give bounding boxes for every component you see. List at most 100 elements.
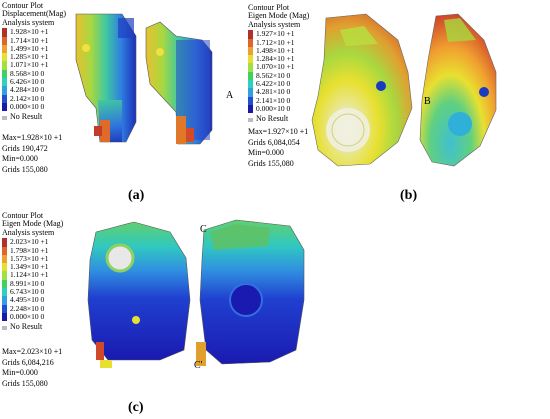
swatch: [2, 69, 7, 78]
swatch: [248, 80, 253, 89]
min-value: Min=0.000: [2, 368, 38, 378]
swatch: [2, 44, 7, 54]
scale-label: 1.349×10 +1: [10, 262, 49, 272]
swatch: [2, 86, 7, 95]
scale-label: 1.284×10 +1: [256, 54, 295, 64]
no-result-entry: No Result: [248, 114, 309, 125]
scale-label: 1.712×10 +1: [256, 37, 295, 47]
legend-title-line: Contour Plot: [248, 3, 290, 12]
legend-title-line: Displacement(Mag): [2, 9, 66, 19]
grids-min: Grids 155,080: [2, 378, 48, 388]
swatch: [248, 88, 253, 97]
panel-label-c: (c): [128, 400, 144, 415]
contour-model-a: [75, 13, 213, 145]
swatch: [2, 28, 7, 37]
panel-c: Contour Plot Eigen Mode (Mag) Analysis s…: [0, 210, 550, 419]
swatch: [2, 36, 7, 45]
marker-c-top: C: [200, 224, 207, 235]
swatch: [2, 238, 7, 247]
color-scale: 2.023×10 +1 1.798×10 +1 1.573×10 +1 1.34…: [2, 237, 63, 322]
grids-max: Grids 6,084,054: [248, 137, 300, 147]
color-scale: 1.928×10 +1 1.714×10 +1 1.499×10 +1 1.28…: [2, 27, 66, 112]
swatch: [2, 304, 7, 313]
min-value: Min=0.000: [2, 154, 38, 164]
swatch: [2, 279, 7, 288]
panel-b: Contour Plot Eigen Mode (Mag) Analysis s…: [248, 0, 550, 210]
max-value: Max=2.023×10 +1: [2, 347, 63, 357]
scale-label: 1.498×10 +1: [256, 45, 295, 55]
scale-label: 1.927×10 +1: [256, 29, 295, 39]
color-scale: 1.927×10 +1 1.712×10 +1 1.498×10 +1 1.28…: [248, 29, 309, 114]
legend-title-line: Contour Plot: [2, 1, 44, 10]
scale-label: 2.248×10 0: [10, 303, 45, 313]
scale-label: 0.000×10 0: [10, 101, 45, 111]
scale-label: 4.281×10 0: [256, 87, 291, 97]
swatch: [248, 71, 253, 80]
grids-max: Grids 190,472: [2, 143, 48, 153]
scale-label: 1.573×10 +1: [10, 253, 49, 263]
scale-label: 2.023×10 +1: [10, 237, 49, 247]
no-result-label: No Result: [256, 114, 289, 124]
scale-label: 6.426×10 0: [10, 77, 45, 86]
panel-a: Contour Plot Displacement(Mag) Analysis …: [0, 0, 270, 210]
swatch: [2, 263, 7, 272]
legend-title-line: Analysis system: [2, 227, 55, 237]
scale-label: 1.285×10 +1: [10, 52, 49, 62]
stats: Max=1.927×10 +1 Grids 6,084,054 Min=0.00…: [248, 127, 309, 169]
no-result-label: No Result: [10, 112, 43, 122]
grids-max: Grids 6,084,216: [2, 357, 54, 367]
swatch: [2, 296, 7, 305]
legend-title-line: Analysis system: [248, 19, 301, 29]
scale-label: 1.070×10 +1: [256, 62, 295, 72]
swatch: [248, 55, 253, 64]
stats: Max=1.928×10 +1 Grids 190,472 Min=0.000 …: [2, 133, 66, 175]
swatch: [2, 53, 7, 62]
swatch: [2, 254, 7, 264]
stats: Max=2.023×10 +1 Grids 6,084,216 Min=0.00…: [2, 347, 63, 389]
marker-a: A: [226, 90, 234, 101]
scale-label: 2.141×10 0: [256, 95, 291, 105]
scale-label: 2.142×10 0: [10, 93, 45, 103]
legend-title-line: Eigen Mode (Mag): [2, 219, 64, 229]
no-result-label: No Result: [10, 322, 43, 332]
scale-label: 1.124×10 +1: [10, 270, 49, 280]
scale-label: 8.562×10 0: [256, 70, 291, 80]
max-value: Max=1.928×10 +1: [2, 133, 63, 143]
swatch: [2, 102, 7, 112]
swatch: [248, 30, 253, 39]
max-value: Max=1.927×10 +1: [248, 127, 309, 137]
scale-label: 1.798×10 +1: [10, 245, 49, 255]
swatch: [248, 46, 253, 56]
swatch: [2, 288, 7, 297]
swatch: [2, 246, 7, 255]
scale-label: 1.499×10 +1: [10, 43, 49, 53]
scale-label: 4.284×10 0: [10, 85, 45, 95]
swatch: [248, 104, 253, 114]
swatch: [2, 61, 7, 70]
swatch: [248, 63, 253, 72]
swatch: [248, 38, 253, 47]
marker-c-bottom: C': [194, 360, 203, 371]
no-result-entry: No Result: [2, 322, 63, 333]
swatch: [2, 312, 7, 322]
scale-label: 6.743×10 0: [10, 287, 45, 296]
scale-label: 1.071×10 +1: [10, 60, 49, 70]
contour-model-b: [311, 13, 497, 167]
grids-min: Grids 155,080: [2, 164, 48, 174]
swatch: [2, 78, 7, 87]
min-value: Min=0.000: [248, 148, 284, 158]
legend-b: Contour Plot Eigen Mode (Mag) Analysis s…: [248, 3, 310, 169]
panel-label-a: (a): [128, 188, 145, 203]
legend-title-line: Analysis system: [2, 17, 55, 27]
scale-label: 8.568×10 0: [10, 68, 45, 78]
scale-label: 6.422×10 0: [256, 79, 291, 88]
scale-label: 0.000×10 0: [256, 103, 291, 113]
swatch: [2, 94, 7, 103]
legend-title-line: Contour Plot: [2, 211, 44, 220]
scale-label: 1.714×10 +1: [10, 35, 49, 45]
legend-a: Contour Plot Displacement(Mag) Analysis …: [2, 1, 66, 175]
marker-b: B: [424, 96, 431, 107]
grids-min: Grids 155,080: [248, 158, 294, 168]
legend-title-line: Eigen Mode (Mag): [248, 11, 310, 21]
legend-c: Contour Plot Eigen Mode (Mag) Analysis s…: [2, 211, 64, 389]
